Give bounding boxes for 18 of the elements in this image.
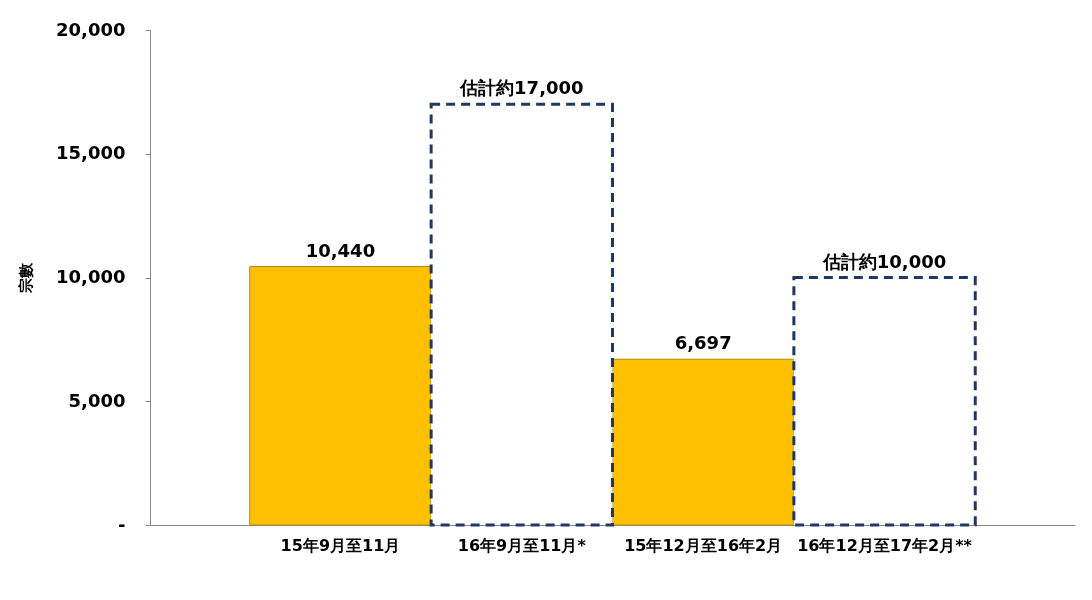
x-tick-label: 15年12月至16年2月 — [624, 535, 783, 555]
data-label: 10,440 — [305, 239, 376, 261]
y-tick-label: - — [118, 513, 126, 535]
y-tick-label: 15,000 — [56, 142, 126, 164]
y-tick-label: 5,000 — [68, 389, 126, 411]
x-tick-label: 15年9月至11月 — [280, 535, 401, 555]
bar — [792, 276, 977, 527]
y-tick-label: 10,000 — [56, 266, 126, 287]
x-tick-label: 16年12月至17年2月** — [797, 535, 973, 555]
data-label: 估計約17,000 — [459, 77, 584, 99]
bar — [612, 358, 795, 526]
y-axis-title: 宗數 — [17, 262, 36, 294]
x-tick-label: 16年9月至11月* — [457, 535, 587, 555]
data-label: 6,697 — [674, 332, 732, 354]
bar — [249, 266, 432, 526]
bar — [429, 102, 614, 527]
y-tick-label: 20,000 — [56, 18, 126, 40]
data-label: 估計約10,000 — [821, 250, 947, 272]
